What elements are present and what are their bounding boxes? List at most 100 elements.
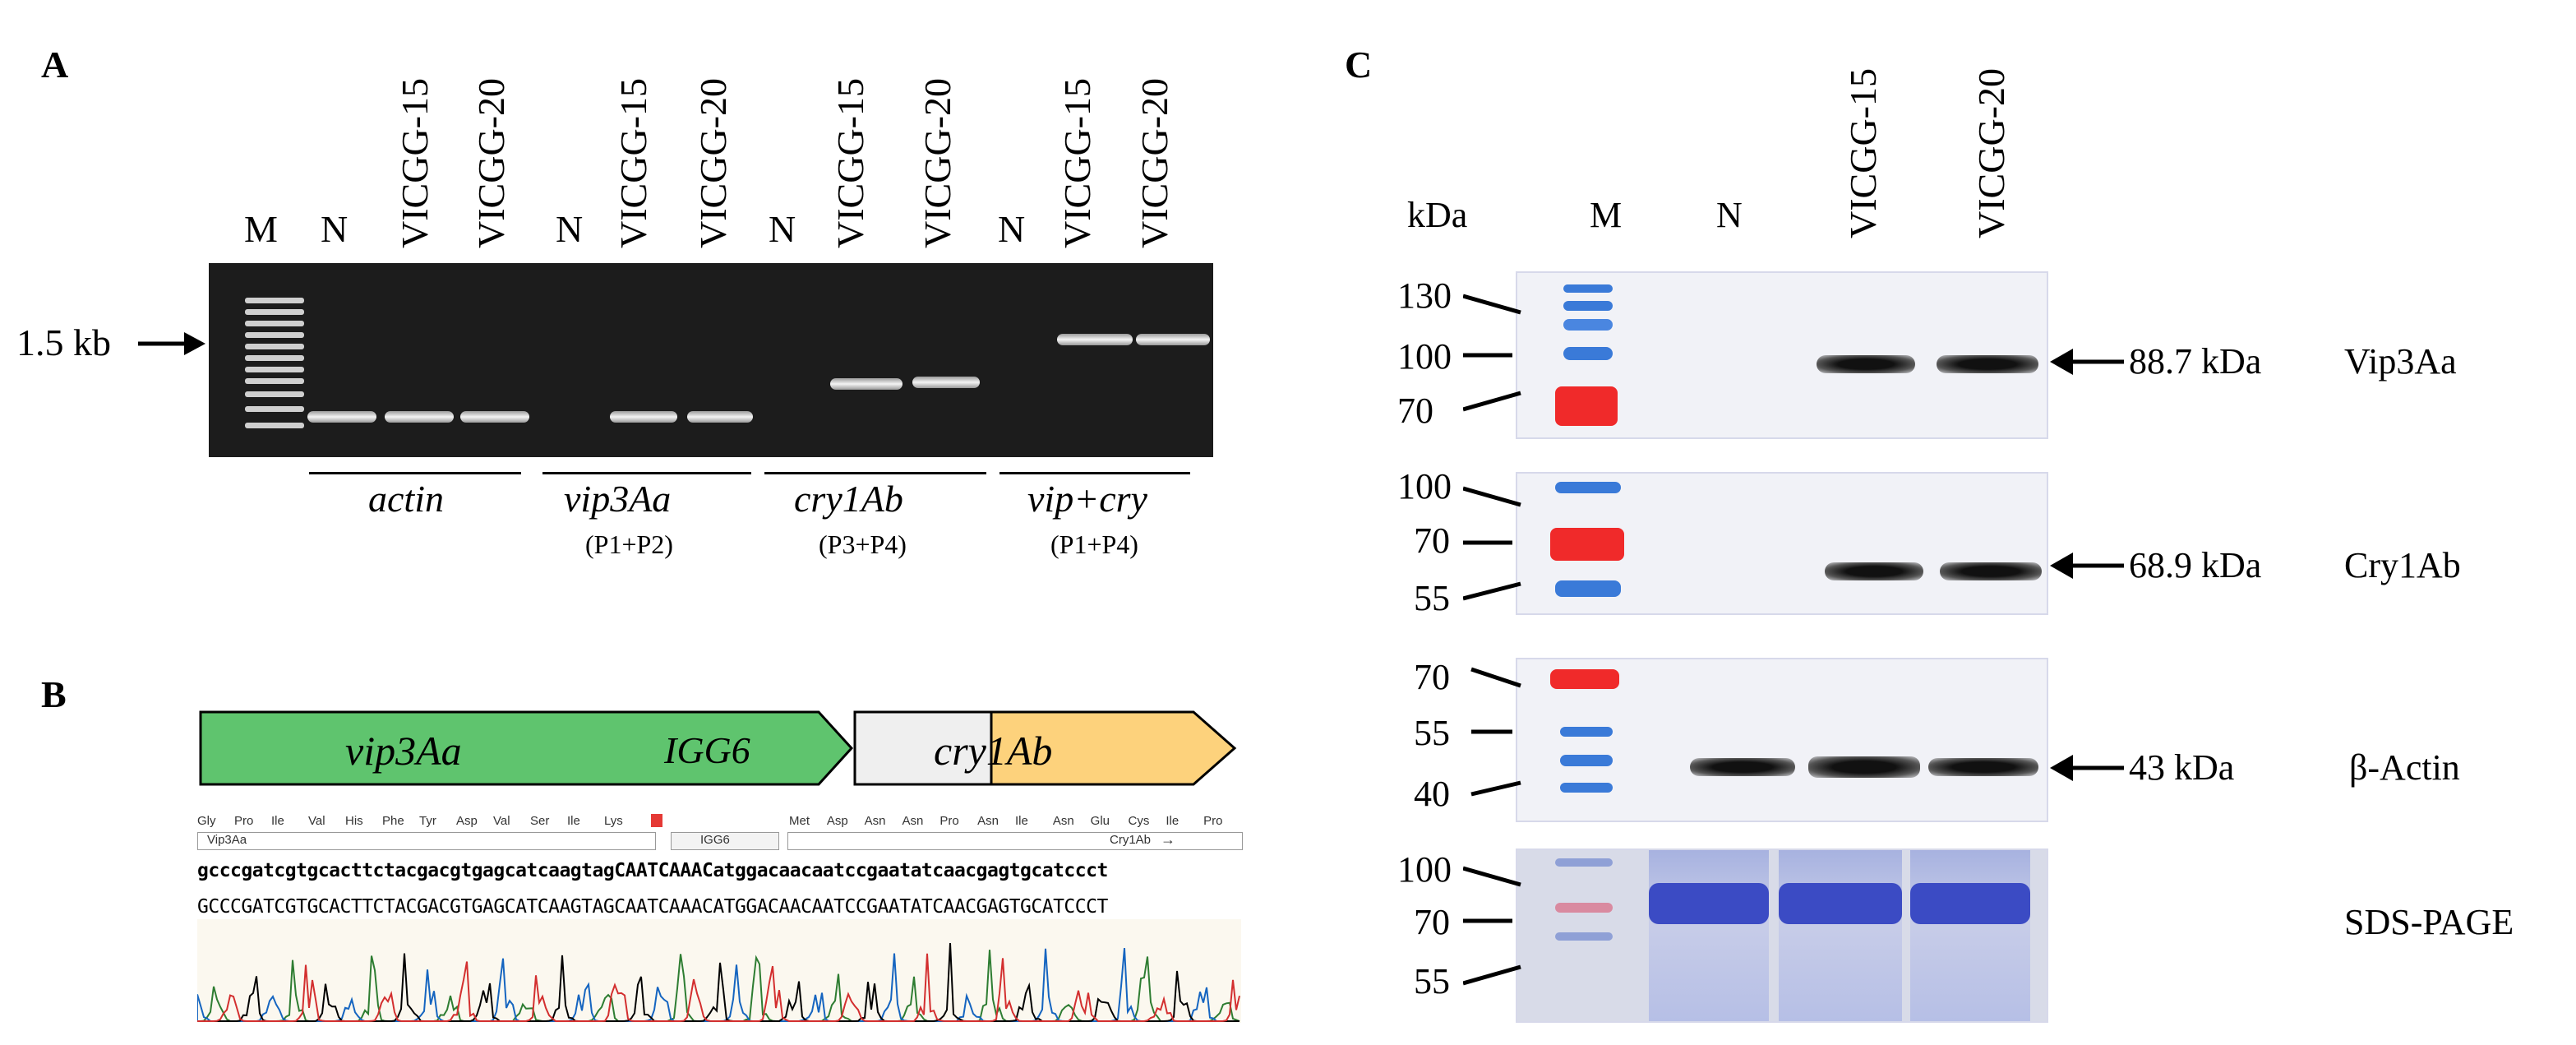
mw-marker-label: 100 bbox=[1397, 336, 1452, 377]
protein-band bbox=[1825, 562, 1923, 580]
cry1ab-segment bbox=[990, 710, 1237, 786]
size-marker-label: 1.5 kb bbox=[16, 321, 111, 363]
primer-label: (P3+P4) bbox=[819, 529, 907, 559]
feature-bar-vip3aa bbox=[197, 832, 656, 850]
sds-lane bbox=[1910, 850, 2030, 1021]
mw-marker-label: 40 bbox=[1414, 774, 1450, 814]
sds-major-band bbox=[1910, 883, 2030, 924]
group-underline bbox=[542, 472, 751, 474]
gene-label: actin bbox=[368, 478, 444, 520]
amino-acid-label: Pro bbox=[234, 814, 254, 828]
marker-band bbox=[1563, 319, 1613, 331]
amino-acid-label: Ser bbox=[530, 814, 550, 828]
feature-label: Vip3Aa bbox=[207, 833, 247, 847]
amino-acid-row-left: Gly Pro Ile Val His Phe Tyr Asp Val Ser Ile Lys bbox=[197, 814, 658, 830]
band-arrow-icon bbox=[2050, 755, 2124, 781]
construct-map bbox=[199, 710, 1237, 786]
gel-lane-label: VICGG-20 bbox=[470, 78, 512, 248]
ladder-band bbox=[245, 367, 304, 372]
ladder-band bbox=[245, 423, 304, 428]
feature-bar-cry1ab bbox=[787, 832, 1243, 850]
kda-unit-label: kDa bbox=[1407, 195, 1468, 235]
amino-acid-label: Phe bbox=[382, 814, 404, 828]
group-underline bbox=[764, 472, 986, 474]
gel-band bbox=[830, 378, 903, 390]
mw-marker-label: 70 bbox=[1397, 391, 1433, 431]
western-blot-vip3aa bbox=[1516, 271, 2048, 439]
mw-marker-label: 55 bbox=[1414, 578, 1450, 618]
amino-acid-label: Asp bbox=[826, 814, 848, 828]
amino-acid-label: Asn bbox=[902, 814, 924, 828]
band-size-label: 68.9 kDa bbox=[2129, 545, 2262, 585]
ladder-band bbox=[245, 344, 304, 349]
sds-page-gel bbox=[1516, 848, 2048, 1023]
amino-acid-label: Ile bbox=[1015, 814, 1028, 828]
gel-lane-label: VICGG-20 bbox=[1133, 78, 1175, 248]
protein-band bbox=[1817, 355, 1915, 373]
sequence-lowercase: gcccgatcgtgcacttctacgacgtgagcatcaagtagCA… bbox=[197, 860, 1108, 881]
sds-major-band bbox=[1779, 883, 1902, 924]
western-blot-actin bbox=[1516, 658, 2048, 822]
construct-label: IGG6 bbox=[664, 729, 750, 771]
mw-marker-label: 55 bbox=[1414, 713, 1450, 753]
marker-ticks bbox=[1470, 667, 1521, 797]
amino-acid-label: Tyr bbox=[419, 814, 436, 828]
gel-lane-label: VICGG-15 bbox=[829, 78, 871, 248]
gel-lane-label: N bbox=[556, 208, 584, 250]
chromatogram-trace bbox=[197, 919, 1241, 1023]
ladder-band bbox=[245, 391, 304, 397]
panel-b-letter: B bbox=[41, 673, 67, 715]
ladder-band bbox=[245, 309, 304, 315]
mw-marker-label: 70 bbox=[1414, 902, 1450, 942]
igg6-segment bbox=[853, 710, 993, 786]
construct-label: cry1Ab bbox=[934, 728, 1053, 774]
blot-lane-label: N bbox=[1716, 195, 1743, 235]
gel-lane-label: VICGG-20 bbox=[916, 78, 958, 248]
group-underline bbox=[309, 472, 521, 474]
amino-acid-label: Gly bbox=[197, 814, 216, 828]
stop-codon-marker bbox=[651, 814, 662, 827]
blot-lane-label: VICGG-15 bbox=[1842, 68, 1884, 238]
marker-ticks bbox=[1463, 486, 1521, 601]
gel-band bbox=[307, 411, 376, 423]
sds-lane bbox=[1779, 850, 1902, 1021]
band-size-label: 43 kDa bbox=[2129, 747, 2235, 788]
blot-lane-label: M bbox=[1590, 195, 1623, 235]
ladder-band bbox=[245, 355, 304, 361]
amino-acid-label: Ile bbox=[567, 814, 580, 828]
gel-lane-label: VICGG-15 bbox=[394, 78, 436, 248]
amino-acid-label: Asp bbox=[456, 814, 478, 828]
marker-band bbox=[1555, 903, 1613, 913]
gel-band bbox=[460, 411, 529, 423]
primer-label: (P1+P2) bbox=[585, 529, 673, 559]
direction-arrow-icon: → bbox=[1161, 831, 1175, 848]
gel-lane-label: N bbox=[998, 208, 1026, 250]
feature-label: IGG6 bbox=[700, 833, 730, 847]
amino-acid-label: Glu bbox=[1090, 814, 1110, 828]
gel-band bbox=[385, 411, 454, 423]
mw-marker-label: 55 bbox=[1414, 961, 1450, 1001]
amino-acid-label: Asn bbox=[864, 814, 886, 828]
gel-band bbox=[1057, 334, 1133, 345]
gel-lane-label: N bbox=[769, 208, 796, 250]
gene-label: vip+cry bbox=[1027, 478, 1147, 520]
sds-lane bbox=[1649, 850, 1769, 1021]
gene-label: cry1Ab bbox=[794, 478, 903, 520]
ladder-band bbox=[245, 406, 304, 412]
mw-marker-label: 130 bbox=[1397, 275, 1452, 316]
gel-band bbox=[1136, 334, 1210, 345]
marker-band bbox=[1555, 858, 1613, 867]
amino-acid-label: Lys bbox=[604, 814, 623, 828]
mw-marker-label: 100 bbox=[1397, 849, 1452, 890]
marker-band bbox=[1563, 301, 1613, 311]
primer-label: (P1+P4) bbox=[1050, 529, 1138, 559]
marker-band bbox=[1563, 347, 1613, 360]
ladder-band bbox=[245, 332, 304, 338]
gene-label: vip3Aa bbox=[564, 478, 672, 520]
vip3aa-segment bbox=[199, 710, 854, 786]
panel-c-letter: C bbox=[1345, 44, 1373, 86]
marker-ticks bbox=[1463, 294, 1521, 412]
sequence-uppercase: GCCCGATCGTGCACTTCTACGACGTGAGCATCAAGTAGCA… bbox=[197, 896, 1108, 918]
amino-acid-label: Pro bbox=[939, 814, 959, 828]
amino-acid-label: Pro bbox=[1203, 814, 1223, 828]
